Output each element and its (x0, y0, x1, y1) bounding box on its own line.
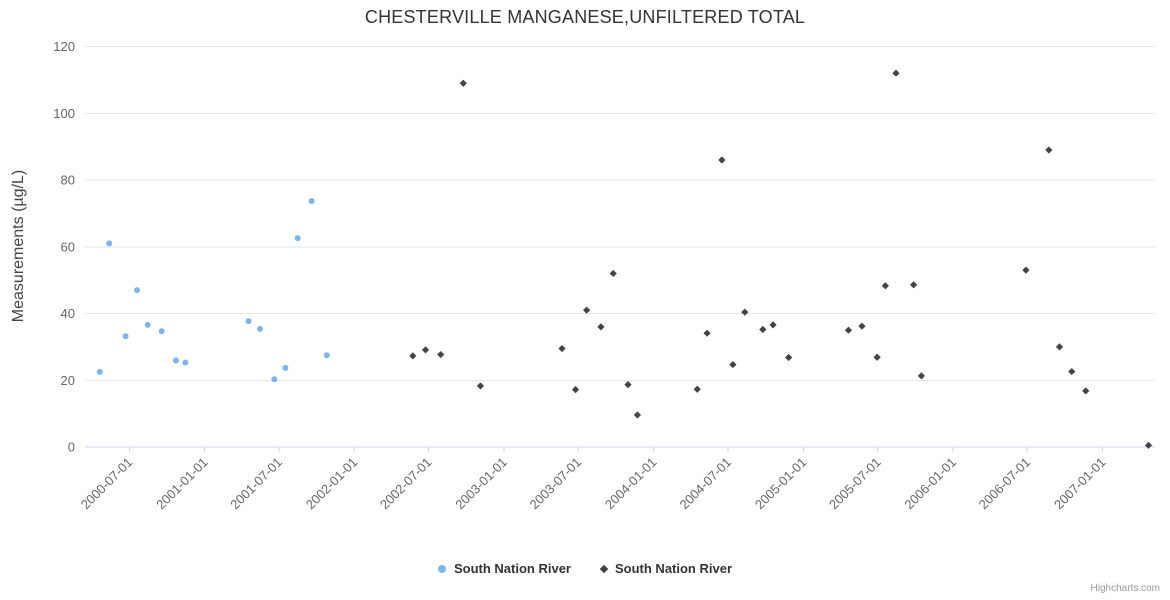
legend-label: South Nation River (615, 561, 733, 576)
data-point[interactable] (769, 321, 777, 329)
legend: South Nation River South Nation River (0, 561, 1170, 576)
data-point[interactable] (910, 281, 918, 289)
data-point[interactable] (409, 352, 417, 360)
data-point[interactable] (106, 240, 113, 247)
x-tick-label: 2006-01-01 (901, 455, 959, 513)
x-tick-label: 2003-01-01 (452, 455, 510, 513)
circle-marker-icon (437, 564, 446, 573)
data-point[interactable] (308, 198, 315, 205)
highcharts-credits-link[interactable]: Highcharts.com (1090, 583, 1160, 594)
legend-item-series-2[interactable]: South Nation River (599, 561, 733, 576)
data-point[interactable] (459, 79, 467, 87)
data-point[interactable] (571, 385, 580, 394)
data-point[interactable] (1144, 441, 1153, 449)
plot-area: 0 20 40 60 80 100 120 2000-07-01 2001-01-01 2001-… (53, 39, 1155, 513)
data-point[interactable] (693, 385, 701, 393)
data-point[interactable] (844, 326, 853, 334)
data-point[interactable] (1055, 343, 1064, 351)
chart-title: CHESTERVILLE MANGANESE,UNFILTERED TOTAL (364, 7, 806, 27)
data-point[interactable] (476, 382, 485, 390)
y-tick-label: 100 (53, 106, 75, 121)
data-point[interactable] (144, 321, 151, 328)
diamond-marker-icon (599, 564, 609, 573)
data-point[interactable] (1022, 266, 1030, 274)
data-point[interactable] (558, 344, 566, 353)
x-tick-label: 2006-07-01 (976, 455, 1034, 513)
data-point[interactable] (873, 353, 881, 361)
data-point[interactable] (282, 364, 289, 371)
x-tick-label: 2001-07-01 (227, 455, 285, 513)
data-point[interactable] (881, 282, 889, 290)
legend-item-series-1[interactable]: South Nation River (437, 561, 571, 576)
data-point[interactable] (323, 352, 330, 359)
data-point[interactable] (597, 323, 605, 331)
data-point[interactable] (134, 287, 141, 294)
data-point[interactable] (96, 368, 103, 375)
y-tick-label: 60 (61, 239, 75, 254)
data-point[interactable] (421, 346, 430, 354)
x-tick-label: 2002-01-01 (303, 455, 361, 513)
data-point[interactable] (182, 359, 189, 366)
y-tick-label: 80 (61, 173, 75, 188)
y-tick-label: 120 (53, 39, 75, 54)
data-point[interactable] (245, 318, 252, 325)
x-tick-label: 2004-07-01 (676, 455, 734, 513)
y-tick-label: 20 (61, 373, 75, 388)
data-point[interactable] (1045, 146, 1053, 154)
data-point[interactable] (624, 380, 632, 389)
data-point[interactable] (1082, 387, 1090, 395)
data-point[interactable] (437, 350, 445, 359)
data-point[interactable] (785, 353, 793, 362)
x-tick-label: 2002-07-01 (377, 455, 435, 513)
data-point[interactable] (294, 235, 301, 242)
data-point[interactable] (158, 328, 165, 335)
data-point[interactable] (172, 357, 179, 364)
data-point[interactable] (759, 325, 767, 334)
x-tick-label: 2001-01-01 (153, 455, 211, 513)
data-point[interactable] (741, 308, 749, 316)
data-point[interactable] (122, 333, 129, 340)
x-tick-label: 2007-01-01 (1051, 455, 1109, 513)
data-point[interactable] (633, 411, 642, 419)
data-point[interactable] (917, 372, 926, 380)
y-tick-label: 0 (68, 440, 75, 455)
data-point[interactable] (609, 269, 617, 278)
x-tick-label: 2000-07-01 (78, 455, 136, 513)
data-point[interactable] (583, 306, 591, 314)
data-point[interactable] (718, 156, 726, 164)
data-point[interactable] (256, 325, 263, 332)
data-point[interactable] (1068, 367, 1076, 376)
legend-label: South Nation River (453, 561, 571, 576)
data-point[interactable] (703, 329, 711, 337)
x-tick-label: 2003-07-01 (526, 455, 584, 513)
x-tick-label: 2005-01-01 (752, 455, 810, 513)
y-tick-label: 40 (61, 306, 75, 321)
data-point[interactable] (892, 69, 900, 77)
data-point[interactable] (729, 360, 737, 369)
data-point[interactable] (271, 376, 278, 383)
data-point[interactable] (858, 322, 866, 330)
x-tick-label: 2004-01-01 (602, 455, 660, 513)
x-tick-label: 2005-07-01 (826, 455, 884, 513)
